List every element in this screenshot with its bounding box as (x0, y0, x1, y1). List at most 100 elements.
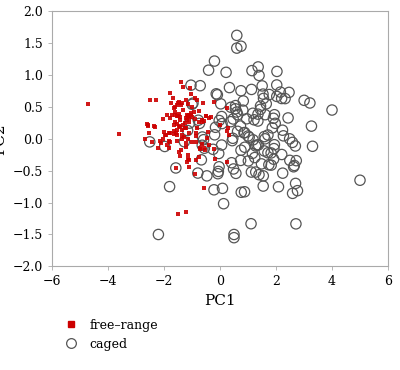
Point (183, 144, 189, 150)
Point (242, 130, 248, 135)
Point (200, 100, 206, 106)
Point (167, 139, 174, 145)
Point (145, 122, 151, 128)
Point (241, 130, 247, 136)
Point (170, 95, 176, 101)
Point (166, 184, 173, 189)
Point (188, 91, 195, 97)
Point (226, 85, 233, 91)
Point (252, 169, 259, 175)
Point (144, 123, 151, 129)
Point (164, 142, 170, 148)
Point (174, 121, 180, 127)
Point (274, 68, 280, 74)
Point (255, 118, 261, 124)
Point (189, 101, 195, 107)
Point (187, 85, 193, 91)
Point (193, 157, 200, 163)
Point (158, 140, 164, 146)
Point (168, 101, 174, 107)
Point (234, 33, 240, 38)
Point (166, 138, 172, 144)
Point (329, 107, 335, 113)
Point (205, 129, 211, 135)
Point (192, 116, 198, 122)
Point (260, 95, 267, 101)
Point (174, 132, 180, 138)
Point (214, 92, 220, 98)
Point (146, 139, 153, 145)
Point (308, 123, 315, 129)
Point (259, 83, 265, 89)
Point (252, 155, 258, 161)
Point (199, 119, 206, 125)
Point (199, 118, 206, 124)
Point (215, 168, 222, 174)
Point (225, 132, 232, 138)
Point (182, 125, 189, 131)
Point (176, 124, 183, 130)
Point (180, 107, 186, 113)
Point (282, 95, 288, 101)
Point (278, 152, 285, 158)
Point (167, 90, 173, 96)
Point (249, 68, 255, 74)
Point (271, 112, 278, 118)
Point (182, 125, 189, 131)
Point (182, 120, 188, 125)
Point (185, 112, 192, 118)
Point (192, 130, 199, 135)
Point (151, 123, 157, 129)
Point (228, 104, 234, 110)
Point (184, 112, 190, 118)
Point (237, 123, 244, 129)
Point (245, 133, 251, 139)
Point (228, 160, 235, 166)
Point (280, 133, 286, 139)
Point (186, 164, 193, 170)
Point (286, 90, 292, 95)
Point (230, 116, 236, 122)
Point (223, 70, 229, 75)
Point (257, 103, 264, 109)
Point (292, 181, 299, 186)
Point (184, 101, 191, 107)
Point (179, 100, 186, 106)
Point (210, 147, 216, 152)
Point (192, 171, 198, 177)
Point (260, 91, 266, 97)
Point (85, 101, 92, 107)
Point (234, 112, 241, 118)
Point (271, 146, 277, 152)
Point (160, 136, 166, 142)
Point (203, 113, 210, 119)
Point (185, 152, 192, 158)
Point (255, 142, 262, 148)
Point (175, 113, 182, 119)
Point (175, 211, 181, 217)
Point (201, 185, 207, 191)
Point (245, 158, 252, 164)
Point (174, 102, 181, 108)
Point (260, 183, 266, 189)
Point (198, 157, 204, 163)
Point (176, 99, 182, 105)
Point (216, 151, 222, 157)
Point (190, 100, 196, 106)
Point (230, 135, 236, 141)
Point (248, 169, 254, 175)
Point (155, 232, 162, 238)
Point (293, 158, 300, 164)
Point (211, 100, 217, 105)
Point (176, 111, 182, 117)
Point (199, 142, 206, 148)
Point (167, 115, 173, 121)
Point (180, 84, 187, 90)
Point (172, 119, 178, 125)
Point (186, 120, 193, 126)
Point (238, 43, 244, 49)
Point (255, 111, 261, 117)
Point (171, 105, 178, 111)
Point (185, 136, 191, 142)
Point (224, 159, 230, 165)
